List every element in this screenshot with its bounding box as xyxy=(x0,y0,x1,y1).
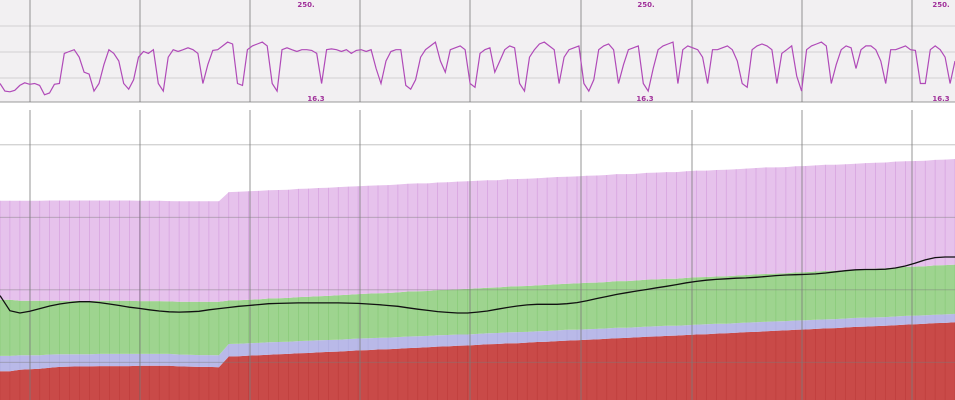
band-3-stripes xyxy=(0,264,955,356)
bottom-plot xyxy=(0,110,955,400)
min-label-1: 16.3 xyxy=(307,95,324,103)
top-plot xyxy=(0,0,955,103)
panel-separator-strip xyxy=(0,102,955,110)
max-label-3: 250. xyxy=(932,1,949,9)
min-label-2: 16.3 xyxy=(636,95,653,103)
top-grid xyxy=(0,0,955,103)
max-label-2: 250. xyxy=(637,1,654,9)
band-2-stripes xyxy=(0,313,955,372)
top-tick-labels: 250. 250. 250. 16.3 16.3 16.3 xyxy=(297,1,949,103)
bottom-grid xyxy=(0,110,955,400)
max-label-1: 250. xyxy=(297,1,314,9)
min-label-3: 16.3 xyxy=(932,95,949,103)
top-trace-line xyxy=(0,41,955,96)
overlay-line-1 xyxy=(0,256,955,314)
